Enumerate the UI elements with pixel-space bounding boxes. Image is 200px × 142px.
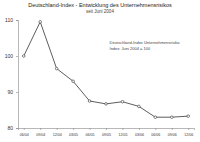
x-tick-mark: [122, 128, 123, 130]
x-tick-label: 03/05: [69, 133, 78, 137]
x-tick: 09/05: [102, 128, 111, 137]
x-tick-label: 12/04: [53, 133, 62, 137]
y-tick: 110: [5, 17, 18, 23]
line: [24, 22, 188, 117]
y-tick: 100: [5, 53, 18, 59]
y-tick-label: 90: [7, 89, 13, 95]
x-tick-mark: [172, 128, 173, 130]
point: [121, 100, 124, 103]
point: [72, 80, 75, 83]
point: [39, 21, 42, 24]
x-tick-mark: [106, 128, 107, 130]
x-tick-label: 06/06: [151, 133, 160, 137]
series: [22, 21, 189, 119]
point: [88, 100, 91, 103]
x-tick: 12/05: [118, 128, 127, 137]
x-tick-mark: [40, 128, 41, 130]
x-tick: 03/06: [135, 128, 144, 137]
x-tick-label: 12/05: [118, 133, 127, 137]
y-tick-label: 110: [5, 17, 13, 23]
y-tick-mark: [16, 56, 18, 57]
x-tick-mark: [73, 128, 74, 130]
x-tick-label: 09/06: [168, 133, 177, 137]
point: [138, 105, 141, 108]
background: [0, 0, 200, 142]
x-tick-mark: [188, 128, 189, 130]
annotation: Index: Juni 2004 = 100: [110, 46, 151, 51]
x-tick-label: 09/05: [102, 133, 111, 137]
annotation: Deutschland-Index Unternehmensrisiko: [110, 40, 181, 45]
chart: Deutschland-Index - Entwicklung des Unte…: [0, 0, 200, 142]
x-tick: 03/05: [69, 128, 78, 137]
x-tick-label: 09/04: [36, 133, 45, 137]
y-tick-label: 80: [7, 125, 13, 131]
x-tick-mark: [24, 128, 25, 130]
x-axis: 06/04 09/04 12/04 03/05 06/05 09/05 12/05 03/06…: [19, 128, 195, 137]
y-tick-label: 100: [5, 53, 14, 59]
x-tick: 06/04: [20, 128, 29, 137]
y-axis-line: [16, 21, 19, 129]
y-tick-mark: [16, 20, 18, 21]
y-tick: 80: [7, 125, 18, 131]
x-tick: 09/04: [36, 128, 45, 137]
point: [55, 67, 58, 70]
y-tick: 90: [7, 89, 18, 95]
x-tick-label: 06/04: [20, 133, 29, 137]
point: [170, 116, 173, 119]
x-tick-label: 12/06: [184, 133, 193, 137]
y-tick-mark: [16, 92, 18, 93]
point: [187, 115, 190, 118]
subtitle: seit Juni 2004: [86, 9, 114, 14]
title: Deutschland-Index - Entwicklung des Unte…: [28, 2, 172, 8]
x-tick-mark: [57, 128, 58, 130]
x-axis-line: [19, 129, 195, 131]
annotations: Deutschland-Index UnternehmensrisikoInde…: [110, 40, 181, 51]
x-tick: 12/04: [53, 128, 62, 137]
x-tick-mark: [155, 128, 156, 130]
x-tick: 12/06: [184, 128, 193, 137]
plot: 80 90 100 110 06/04 09/04 12/04 03/05 06/05 09/05…: [5, 17, 195, 136]
point: [22, 55, 25, 58]
x-tick-label: 06/05: [86, 133, 95, 137]
x-tick-mark: [139, 128, 140, 130]
x-tick-mark: [90, 128, 91, 130]
point: [154, 116, 157, 119]
x-tick: 09/06: [168, 128, 177, 137]
point: [105, 103, 108, 106]
y-tick-mark: [16, 128, 18, 129]
x-tick: 06/05: [86, 128, 95, 137]
y-axis: 80 90 100 110: [5, 17, 19, 131]
x-tick-label: 03/06: [135, 133, 144, 137]
x-tick: 06/06: [151, 128, 160, 137]
